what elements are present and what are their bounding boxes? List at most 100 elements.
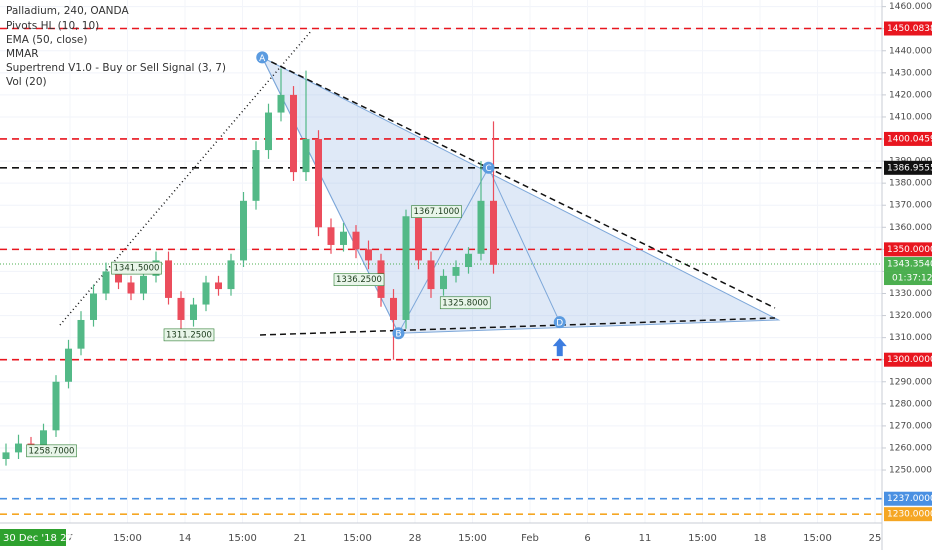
level-label: 1343.3540 (887, 260, 932, 270)
legend: Palladium, 240, OANDA Pivots HL (10, 10)… (6, 5, 226, 88)
level-label: 1450.0838 (887, 24, 932, 34)
level-label: 1350.0000 (887, 245, 932, 255)
price-note-box (333, 273, 385, 287)
candle-body (390, 297, 397, 320)
candle-body (240, 200, 247, 261)
x-tick-label: 14 (179, 533, 192, 544)
y-tick-label: 1320.0000 (889, 311, 932, 321)
candle-body (277, 94, 285, 113)
candle-body (115, 271, 122, 283)
candle-body (2, 452, 10, 460)
candle-body (327, 227, 335, 245)
x-tick-label: 15:00 (688, 533, 717, 544)
candle-body (90, 293, 97, 320)
x-tick-label: 21 (294, 533, 307, 544)
y-tick-label: 1420.0000 (889, 90, 932, 100)
candle-body (227, 260, 235, 290)
x-tick-label: 15:00 (803, 533, 832, 544)
candle-body (290, 94, 297, 173)
candle-body (252, 150, 260, 201)
y-tick-label: 1430.0000 (889, 68, 932, 78)
x-tick-label: 28 (409, 533, 422, 544)
level-badge (884, 21, 932, 36)
level-label: 1237.0000 (887, 494, 932, 504)
y-tick-label: 1250.0000 (889, 466, 932, 476)
level-label: 1230.0000 (887, 510, 932, 520)
x-tick-label: 15:00 (458, 533, 487, 544)
pattern-point (256, 51, 269, 64)
price-note: 1325.8000 (442, 298, 488, 308)
candle-body (127, 282, 135, 294)
trend-line (59, 29, 313, 326)
plot: 1341.5000 1311.2500 1336.2500 1367.1000 1325… (0, 27, 882, 515)
candle-body (15, 443, 22, 453)
y-tick-label: 1410.0000 (889, 112, 932, 122)
price-note: 1311.2500 (166, 330, 212, 340)
x-tick-label: 6 (584, 533, 590, 544)
price-note: 1336.2500 (336, 275, 382, 285)
y-tick-label: 1440.0000 (889, 46, 932, 56)
pattern-point (553, 316, 566, 329)
y-tick-label: 1360.0000 (889, 223, 932, 233)
candle-body (365, 249, 372, 261)
x-tick-label: 7 (67, 533, 73, 544)
candle-body (340, 231, 347, 245)
price-note: 1341.5000 (114, 264, 160, 274)
y-tick-label: 1460.0000 (889, 2, 932, 12)
level-badge (884, 131, 932, 146)
level-badge (884, 242, 932, 257)
x-tick-label: 18 (754, 533, 767, 544)
candle-body (265, 112, 272, 151)
candle-body (352, 231, 360, 250)
candle-body (427, 260, 435, 290)
legend-title: Palladium, 240, OANDA (6, 5, 129, 17)
level-badge (884, 160, 932, 175)
price-note-box (26, 444, 77, 458)
countdown: 01:37:12 (892, 274, 932, 284)
legend-indicator: EMA (50, close) (6, 34, 88, 46)
legend-indicator: MMAR (6, 48, 39, 60)
level-label: 1400.0459 (887, 134, 932, 144)
pattern-point-label: A (259, 54, 266, 64)
pattern-point-label: B (395, 330, 401, 340)
level-badge (884, 507, 932, 522)
candle-body (190, 304, 197, 320)
pattern-point (392, 327, 405, 340)
pattern-point (482, 161, 495, 174)
legend-indicator: Supertrend V1.0 - Buy or Sell Signal (3,… (6, 62, 226, 74)
x-tick-label: Feb (521, 533, 539, 544)
trend-line (259, 317, 776, 336)
level-badge (884, 491, 932, 506)
candle-body (477, 200, 485, 254)
axis: 1250.0000 1260.0000 1270.0000 1280.0000 1290… (67, 2, 932, 544)
candle-body (52, 381, 60, 431)
y-tick-label: 1370.0000 (889, 201, 932, 211)
price-note-box (411, 205, 462, 218)
pattern-leg (261, 57, 561, 335)
price-note: 1367.1000 (414, 207, 460, 217)
price-note: 1258.7000 (29, 446, 75, 456)
x-tick-label: 15:00 (113, 533, 142, 544)
x-tick-label: 11 (639, 533, 652, 544)
x-tick-label: 15:00 (343, 533, 372, 544)
candle-body (315, 139, 322, 228)
y-tick-label: 1260.0000 (889, 443, 932, 453)
candle-body (440, 275, 447, 290)
level-badge (884, 257, 932, 272)
candle-body (215, 282, 222, 290)
y-tick-label: 1290.0000 (889, 377, 932, 387)
cursor-time: 30 Dec '18 23:00 (3, 533, 89, 544)
candle-body (77, 319, 85, 349)
candle-body (40, 430, 47, 448)
trend-line (261, 56, 776, 309)
y-tick-label: 1380.0000 (889, 179, 932, 189)
pattern-point-label: C (485, 164, 491, 174)
candle-body (102, 271, 110, 294)
candle-body (415, 216, 422, 261)
cursor-time-badge (0, 529, 66, 546)
countdown-badge (884, 271, 932, 286)
price-note-box (163, 328, 215, 342)
candle-body (452, 267, 460, 276)
price-note-box (439, 296, 491, 310)
